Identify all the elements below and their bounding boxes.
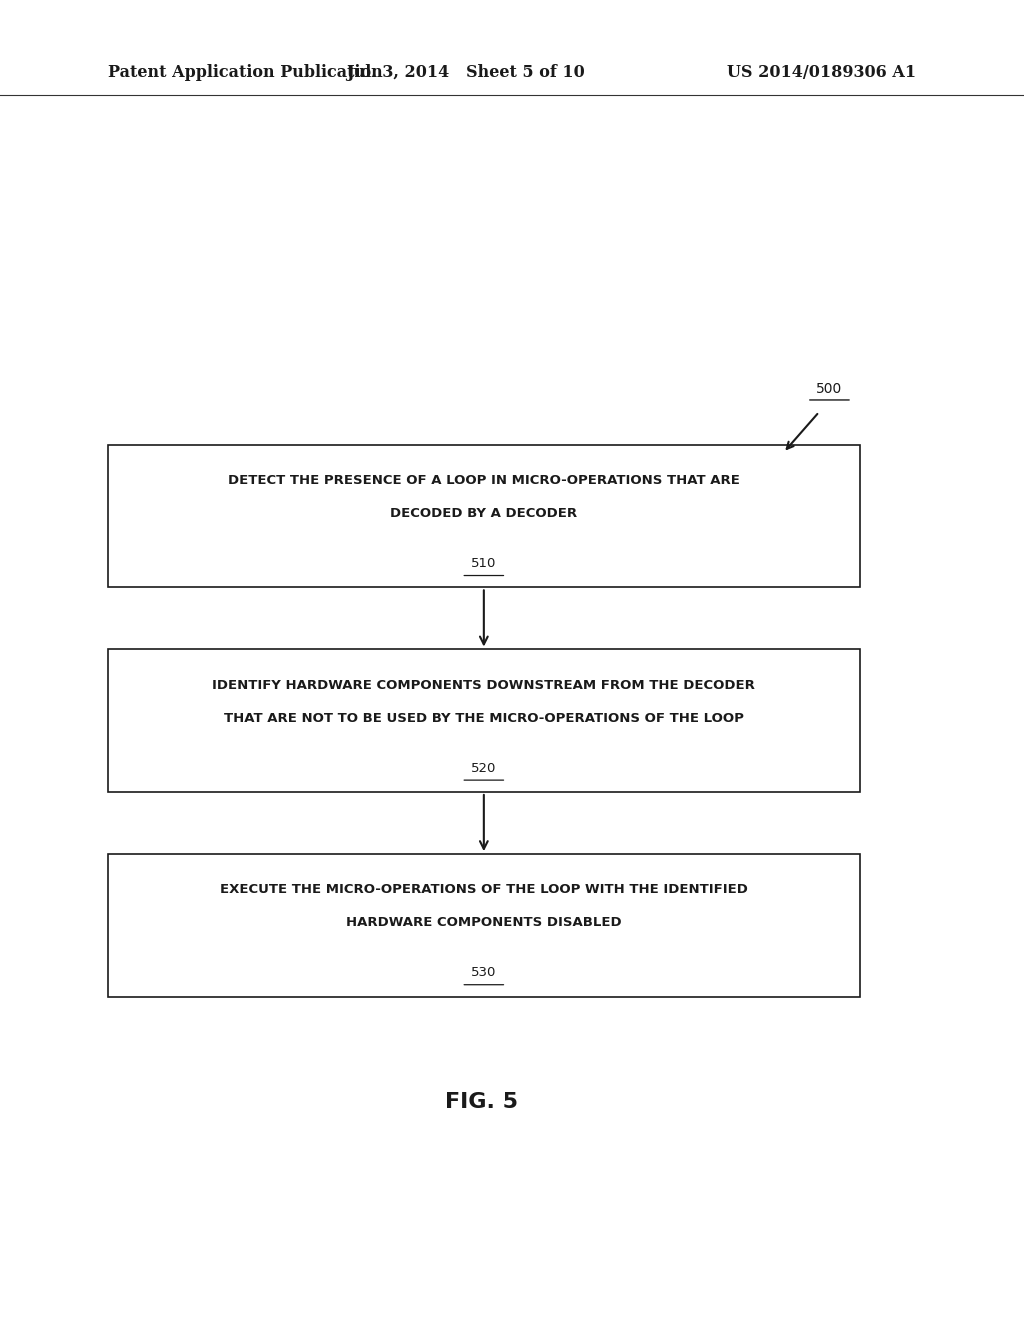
Text: 500: 500: [816, 381, 843, 396]
Text: IDENTIFY HARDWARE COMPONENTS DOWNSTREAM FROM THE DECODER: IDENTIFY HARDWARE COMPONENTS DOWNSTREAM …: [212, 678, 756, 692]
Text: DECODED BY A DECODER: DECODED BY A DECODER: [390, 507, 578, 520]
Text: US 2014/0189306 A1: US 2014/0189306 A1: [727, 65, 916, 81]
Text: Jul. 3, 2014   Sheet 5 of 10: Jul. 3, 2014 Sheet 5 of 10: [346, 65, 586, 81]
FancyBboxPatch shape: [108, 854, 860, 997]
FancyBboxPatch shape: [108, 445, 860, 587]
Text: EXECUTE THE MICRO-OPERATIONS OF THE LOOP WITH THE IDENTIFIED: EXECUTE THE MICRO-OPERATIONS OF THE LOOP…: [220, 883, 748, 896]
Text: Patent Application Publication: Patent Application Publication: [108, 65, 382, 81]
Text: HARDWARE COMPONENTS DISABLED: HARDWARE COMPONENTS DISABLED: [346, 916, 622, 929]
Text: 520: 520: [471, 762, 497, 775]
Text: THAT ARE NOT TO BE USED BY THE MICRO-OPERATIONS OF THE LOOP: THAT ARE NOT TO BE USED BY THE MICRO-OPE…: [224, 711, 743, 725]
Text: DETECT THE PRESENCE OF A LOOP IN MICRO-OPERATIONS THAT ARE: DETECT THE PRESENCE OF A LOOP IN MICRO-O…: [228, 474, 739, 487]
Text: 530: 530: [471, 966, 497, 979]
Text: FIG. 5: FIG. 5: [444, 1092, 518, 1113]
FancyBboxPatch shape: [108, 649, 860, 792]
Text: 510: 510: [471, 557, 497, 570]
